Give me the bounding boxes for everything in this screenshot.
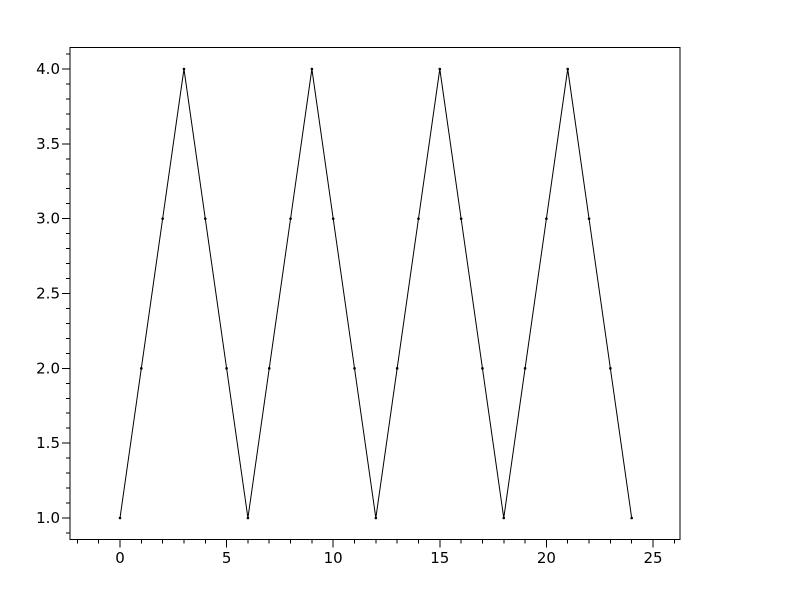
data-point-marker [523, 367, 527, 370]
y-tick-label: 2.0 [36, 359, 60, 377]
y-tick-label: 1.5 [36, 434, 60, 452]
data-point-marker [225, 367, 228, 370]
data-point-marker [289, 217, 292, 220]
data-point-marker [587, 217, 591, 220]
data-point-marker [353, 367, 356, 370]
x-tick-label: 5 [222, 549, 232, 567]
y-tick-label: 2.5 [36, 285, 60, 303]
data-point-marker [140, 367, 143, 370]
data-point-marker [182, 67, 186, 71]
data-point-marker [630, 516, 633, 520]
plot-frame [69, 46, 681, 540]
data-point-marker [246, 516, 250, 520]
data-point-marker [118, 516, 122, 520]
y-tick-label: 1.0 [36, 509, 60, 527]
data-point-marker [161, 217, 164, 220]
data-point-marker [609, 367, 612, 370]
data-point-marker [267, 367, 271, 370]
data-point-marker [331, 217, 335, 220]
y-tick-label: 3.5 [36, 135, 60, 153]
x-tick-label: 15 [430, 549, 449, 567]
x-tick-label: 0 [115, 549, 125, 567]
x-tick-label: 20 [537, 549, 556, 567]
data-point-marker [459, 217, 463, 220]
data-point-marker [566, 67, 570, 71]
data-point-marker [417, 217, 420, 220]
y-tick-label: 4.0 [36, 60, 60, 78]
data-point-marker [481, 367, 484, 370]
data-point-marker [545, 217, 548, 220]
x-tick-label: 10 [324, 549, 343, 567]
data-point-marker [395, 367, 399, 370]
data-point-marker [502, 516, 506, 520]
x-tick-label: 25 [643, 549, 662, 567]
data-point-marker [374, 516, 378, 520]
y-tick-label: 3.0 [36, 210, 60, 228]
data-point-marker [203, 217, 207, 220]
data-point-marker [310, 67, 314, 71]
data-point-marker [438, 67, 442, 71]
data-line [119, 68, 633, 519]
